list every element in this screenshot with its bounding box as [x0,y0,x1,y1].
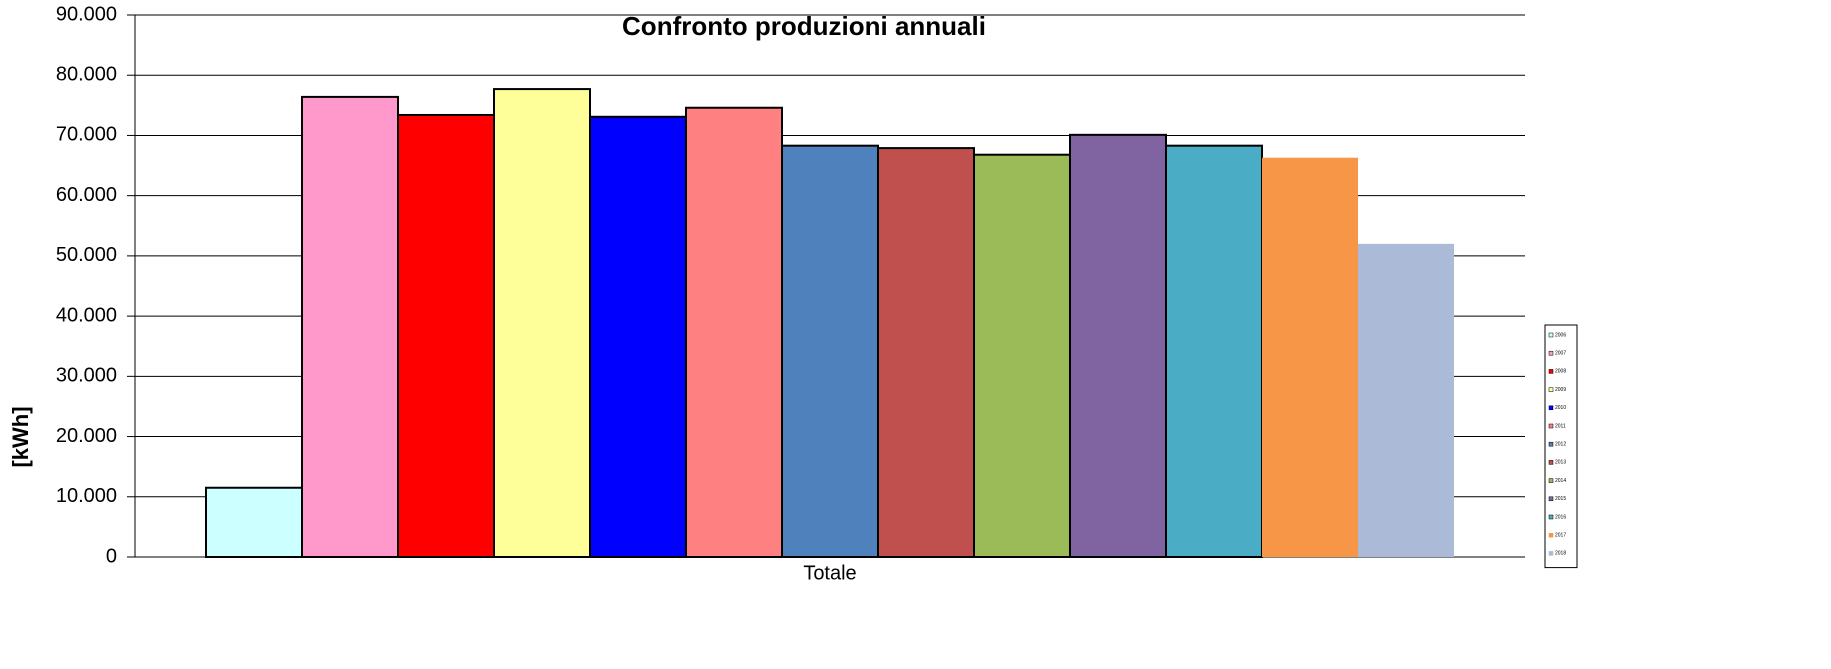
legend-swatch [1548,514,1554,520]
bar [397,113,495,558]
y-axis-label: [kWh] [8,406,33,467]
legend-swatch [1548,350,1554,356]
legend-label: 2012 [1555,442,1566,448]
bar [493,88,591,558]
legend-swatch [1548,551,1554,556]
y-tick-label: 30.000 [56,365,117,387]
legend-label: 2009 [1555,387,1566,393]
y-tick-label: 50.000 [56,244,117,266]
legend-label: 2006 [1555,332,1566,338]
y-tick-label: 0 [106,545,117,567]
legend-label: 2018 [1555,551,1566,557]
legend-swatch [1548,369,1554,374]
bar [781,144,879,558]
chart-title: Confronto produzioni annuali [622,11,986,41]
legend-swatch [1548,460,1554,465]
bar [1165,144,1263,558]
bar [685,106,783,559]
bar [973,153,1071,559]
legend-swatch [1548,532,1554,538]
bar [1262,157,1358,557]
bar [301,95,399,558]
bar [1069,133,1167,558]
legend-label: 2010 [1555,405,1566,411]
y-tick-label: 40.000 [56,304,117,326]
legend-swatch [1548,387,1554,392]
y-tick-label: 60.000 [56,184,117,206]
legend-label: 2015 [1555,496,1566,502]
y-tick-label: 20.000 [56,425,117,447]
legend-swatch [1548,405,1554,411]
legend-label: 2008 [1555,369,1566,375]
legend-swatch [1548,441,1554,447]
legend-swatch [1548,423,1554,429]
x-tick-label: Totale [803,562,856,584]
legend-label: 2013 [1555,460,1566,466]
bar [1358,243,1454,557]
legend-swatch [1548,478,1554,483]
y-tick-label: 80.000 [56,64,117,86]
y-tick-label: 90.000 [56,3,117,25]
legend-label: 2014 [1555,478,1566,484]
legend-label: 2011 [1555,423,1566,429]
bar [877,147,975,558]
legend-swatch [1548,332,1554,338]
bar [589,115,687,559]
legend-label: 2017 [1555,533,1566,539]
y-tick-label: 10.000 [56,485,117,507]
y-tick-label: 70.000 [56,124,117,146]
legend-label: 2016 [1555,514,1566,520]
legend-label: 2007 [1555,351,1566,357]
legend-swatch [1548,496,1554,502]
bar [205,486,303,558]
